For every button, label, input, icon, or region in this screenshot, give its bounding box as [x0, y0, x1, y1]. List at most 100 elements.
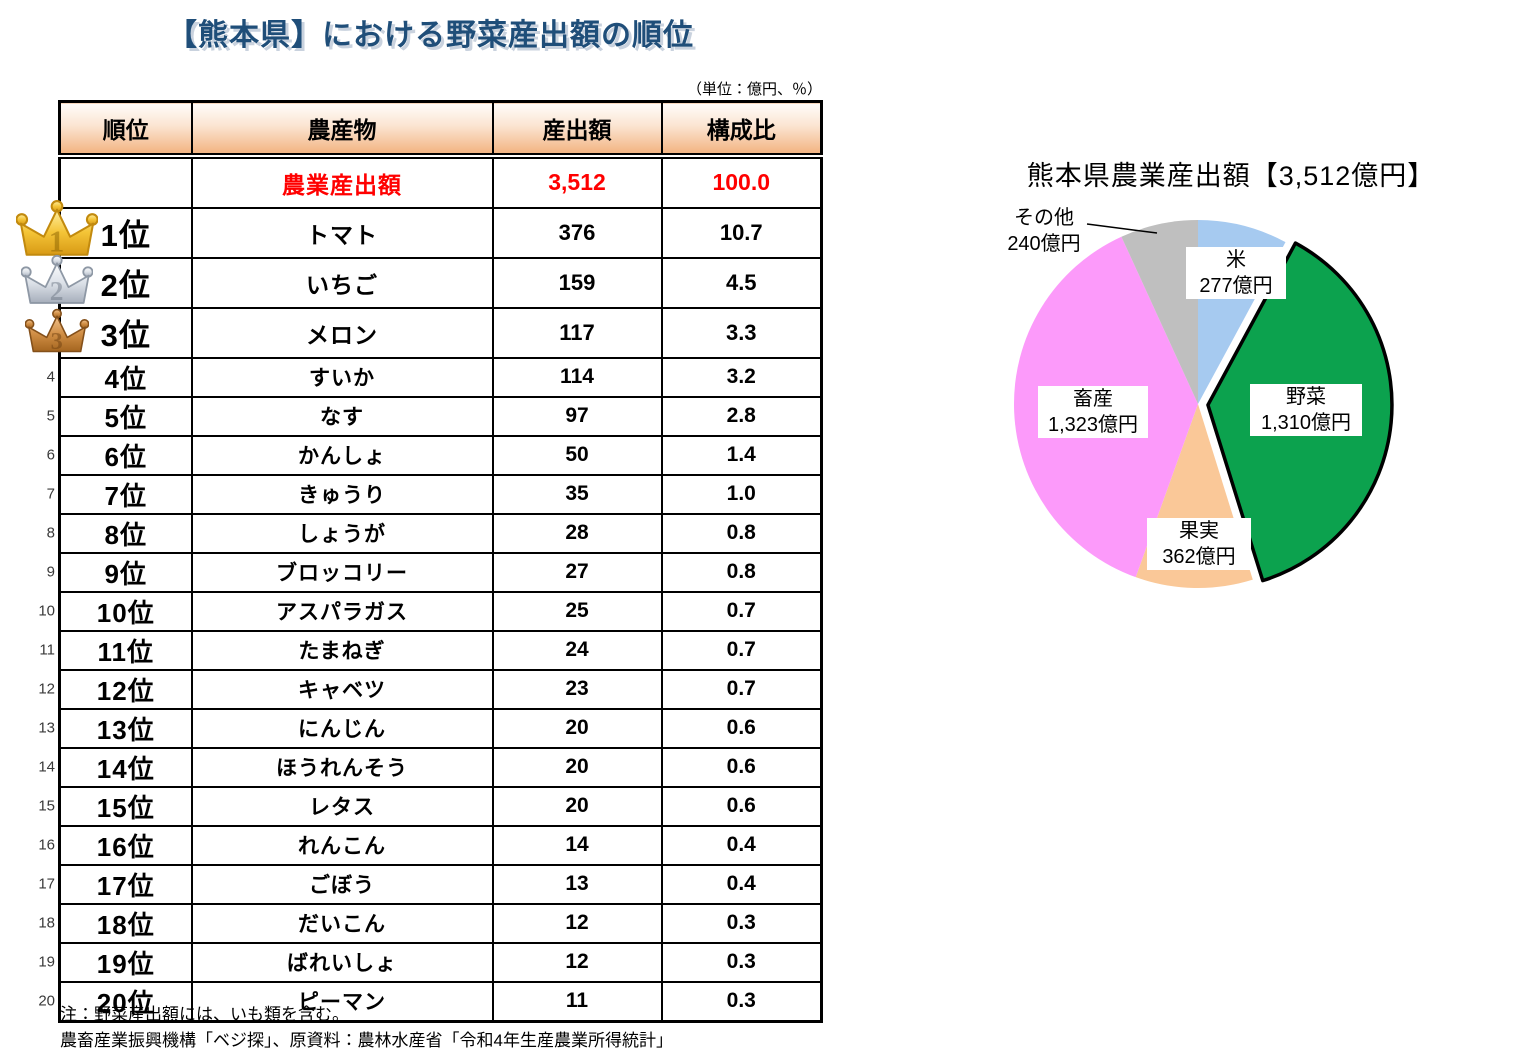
share-cell: 0.6: [660, 785, 823, 827]
product-cell: なす: [190, 395, 494, 437]
share-cell: 4.5: [660, 256, 823, 309]
rank-cell: 8 8位: [47, 512, 193, 554]
product-cell: ごぼう: [190, 863, 494, 905]
value-cell: 35: [491, 473, 663, 515]
row-number: 19: [38, 953, 55, 971]
rank-cell: 18 18位: [38, 902, 193, 944]
share-cell: 0.6: [660, 746, 823, 788]
product-cell: かんしょ: [190, 434, 494, 476]
rank-label: 12位: [96, 675, 155, 706]
rank-cell: 14 14位: [38, 746, 193, 788]
row-number: 9: [46, 563, 55, 581]
footnote-1: 注：野菜産出額には、いも類を含む。: [60, 1005, 349, 1024]
header-rank: 順位: [58, 100, 193, 159]
total-rank-cell: [58, 154, 193, 209]
ranking-table: 順位 農産物 産出額 構成比 農業産出額 3,512 100.0 1 1位 トマト 3…: [16, 100, 823, 1023]
rank-cell: 17 17位: [38, 863, 193, 905]
table-row: 18 18位 だいこん 12 0.3: [38, 902, 823, 944]
table-row: 16 16位 れんこん 14 0.4: [38, 824, 823, 866]
share-cell: 3.3: [660, 306, 823, 359]
rank-cell: 7 7位: [47, 473, 193, 515]
rank-cell: 13 13位: [38, 707, 193, 749]
product-cell: すいか: [190, 356, 494, 398]
table-row: 15 15位 レタス 20 0.6: [38, 785, 823, 827]
value-cell: 117: [491, 306, 663, 359]
total-share-cell: 100.0: [660, 154, 823, 209]
product-cell: れんこん: [190, 824, 494, 866]
svg-text:3: 3: [51, 327, 64, 354]
pie-label-livestock-name: 畜産: [1073, 388, 1113, 410]
value-cell: 28: [491, 512, 663, 554]
rank-cell: 10 10位: [38, 590, 193, 632]
table-header-row: 順位 農産物 産出額 構成比: [58, 100, 823, 159]
table-row: 5 5位 なす 97 2.8: [47, 395, 823, 437]
pie-label-rice-name: 米: [1226, 249, 1246, 271]
row-number: 6: [46, 446, 55, 464]
value-cell: 159: [491, 256, 663, 309]
table-row: 11 11位 たまねぎ 24 0.7: [39, 629, 823, 671]
rank-cell: 3 3位: [25, 306, 193, 359]
pie-label-livestock-value: 1,323億円: [1047, 414, 1139, 436]
product-cell: しょうが: [190, 512, 494, 554]
share-cell: 3.2: [660, 356, 823, 398]
rank-label: 14位: [96, 753, 155, 784]
pie-label-other: その他 240億円: [1000, 205, 1088, 257]
product-cell: アスパラガス: [190, 590, 494, 632]
total-product-cell: 農業産出額: [190, 154, 494, 209]
table-row: 2 2位 いちご 159 4.5: [21, 254, 823, 309]
rank-label: 19位: [96, 948, 155, 979]
pie-label-livestock: 畜産 1,323億円: [1038, 386, 1148, 438]
share-cell: 0.3: [660, 902, 823, 944]
bronze-crown-icon: 3: [25, 308, 89, 354]
share-cell: 1.4: [660, 434, 823, 476]
rank-cell: 19 19位: [38, 941, 193, 983]
row-number: 13: [38, 719, 55, 737]
value-cell: 50: [491, 434, 663, 476]
value-cell: 114: [491, 356, 663, 398]
share-cell: 0.3: [660, 980, 823, 1022]
value-cell: 12: [491, 902, 663, 944]
rank-label: 1位: [100, 218, 151, 253]
row-number: 15: [38, 797, 55, 815]
share-cell: 1.0: [660, 473, 823, 515]
product-cell: たまねぎ: [190, 629, 494, 671]
pie-label-rice: 米 277億円: [1186, 247, 1286, 299]
row-number: 18: [38, 914, 55, 932]
rank-label: 5位: [104, 402, 147, 433]
value-cell: 11: [491, 980, 663, 1022]
ranking-table-wrap: 順位 農産物 産出額 構成比 農業産出額 3,512 100.0 1 1位 トマト 3…: [16, 100, 823, 1023]
share-cell: 0.7: [660, 590, 823, 632]
value-cell: 14: [491, 824, 663, 866]
value-cell: 24: [491, 629, 663, 671]
row-number: 14: [38, 758, 55, 776]
rank-cell: 16 16位: [38, 824, 193, 866]
rank-cell: 5 5位: [47, 395, 193, 437]
share-cell: 0.8: [660, 551, 823, 593]
rank-cell: 12 12位: [38, 668, 193, 710]
value-cell: 13: [491, 863, 663, 905]
product-cell: レタス: [190, 785, 494, 827]
row-number: 5: [46, 407, 55, 425]
row-number: 7: [46, 485, 55, 503]
table-row: 17 17位 ごぼう 13 0.4: [38, 863, 823, 905]
pie-label-fruits-value: 362億円: [1162, 546, 1236, 568]
rank-cell: 20 20位: [38, 980, 193, 1022]
row-number: 20: [38, 992, 55, 1010]
table-row: 6 6位 かんしょ 50 1.4: [47, 434, 823, 476]
header-share: 構成比: [660, 100, 823, 159]
unit-note: （単位：億円、％）: [686, 81, 822, 98]
value-cell: 97: [491, 395, 663, 437]
leader-line-other: [1086, 223, 1158, 234]
share-cell: 10.7: [660, 206, 823, 259]
rank-label: 7位: [104, 480, 147, 511]
product-cell: きゅうり: [190, 473, 494, 515]
rank-label: 4位: [104, 363, 147, 394]
page-title: 【熊本県】における野菜産出額の順位: [167, 19, 694, 52]
share-cell: 0.8: [660, 512, 823, 554]
value-cell: 20: [491, 746, 663, 788]
share-cell: 0.4: [660, 863, 823, 905]
pie-label-fruits-name: 果実: [1179, 520, 1219, 542]
rank-label: 10位: [96, 597, 155, 628]
table-row: 14 14位 ほうれんそう 20 0.6: [38, 746, 823, 788]
